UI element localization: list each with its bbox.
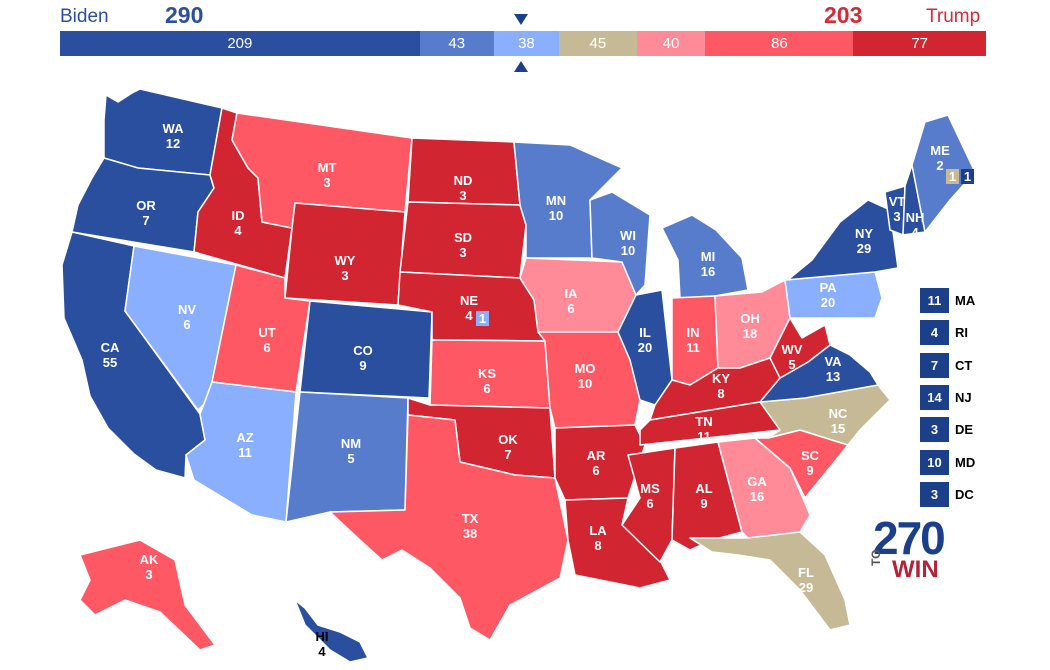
electoral-vote-bar: 209 43 38 45 40 86 77 xyxy=(60,31,986,56)
small-state-ev-box[interactable]: 3 xyxy=(920,481,949,507)
ne-district-2-box[interactable] xyxy=(476,311,489,326)
dem-candidate-name: Biden xyxy=(60,6,109,27)
me-district-1-box[interactable] xyxy=(961,169,974,184)
small-state-ev-box[interactable]: 4 xyxy=(920,320,949,346)
majority-marker-up-icon xyxy=(514,61,528,72)
small-state-abbr: DE xyxy=(955,422,974,438)
small-state-ev-box[interactable]: 10 xyxy=(920,449,949,475)
small-state-row-dc[interactable]: 3 DC xyxy=(920,481,974,507)
state-il[interactable] xyxy=(617,289,673,406)
small-state-abbr: RI xyxy=(955,325,968,341)
state-mi[interactable] xyxy=(661,214,749,299)
logo-win: WIN xyxy=(892,556,939,583)
small-state-ev-box[interactable]: 14 xyxy=(920,384,949,410)
state-az[interactable] xyxy=(185,381,297,523)
state-fl[interactable] xyxy=(689,531,851,631)
me-district-2-box[interactable] xyxy=(946,169,959,184)
state-me[interactable] xyxy=(911,114,976,233)
small-state-row-ma[interactable]: 11 MA xyxy=(920,288,975,313)
state-wy[interactable] xyxy=(284,202,406,306)
logo-to: TO xyxy=(869,549,883,566)
state-wa[interactable] xyxy=(103,88,223,176)
small-state-ev-box[interactable]: 3 xyxy=(920,417,949,443)
bar-segment-lean-d: 43 xyxy=(419,31,494,56)
state-sd[interactable] xyxy=(399,201,527,279)
small-state-abbr: NJ xyxy=(955,389,972,405)
small-state-abbr: CT xyxy=(955,357,973,373)
state-ev-hi: 4 xyxy=(318,644,326,659)
small-state-ev-box[interactable]: 7 xyxy=(920,352,949,378)
small-state-row-nj[interactable]: 14 NJ xyxy=(920,384,972,410)
state-la[interactable] xyxy=(564,497,671,589)
bar-segment-tilt-r: 40 xyxy=(636,31,706,56)
state-wi[interactable] xyxy=(589,191,651,296)
small-state-row-md[interactable]: 10 MD xyxy=(920,449,976,475)
bar-segment-likely-d: 209 xyxy=(60,31,420,56)
rep-electoral-total: 203 xyxy=(824,2,863,28)
state-ks[interactable] xyxy=(429,339,551,409)
small-state-ev-box[interactable]: 11 xyxy=(920,288,949,313)
logo-270[interactable]: 270 xyxy=(873,512,946,564)
state-ak[interactable] xyxy=(79,539,216,651)
state-co[interactable] xyxy=(299,300,433,399)
small-state-abbr: MD xyxy=(955,454,976,470)
small-state-row-ct[interactable]: 7 CT xyxy=(920,352,973,378)
majority-marker-down-icon xyxy=(514,14,528,25)
state-ia[interactable] xyxy=(519,257,637,333)
state-hi[interactable] xyxy=(294,599,369,663)
state-tx[interactable] xyxy=(329,414,569,641)
bar-segment-likely-r: 77 xyxy=(853,31,986,56)
state-nm[interactable] xyxy=(285,391,409,523)
rep-candidate-name: Trump xyxy=(926,6,981,27)
small-state-abbr: MA xyxy=(955,293,976,308)
bar-segment-tilt-d: 38 xyxy=(493,31,560,56)
state-ny[interactable] xyxy=(784,199,899,281)
small-state-abbr: DC xyxy=(955,486,974,502)
small-state-row-ri[interactable]: 4 RI xyxy=(920,320,968,346)
state-wv[interactable] xyxy=(769,317,831,379)
bar-segment-tossup: 45 xyxy=(559,31,637,56)
dem-electoral-total: 290 xyxy=(165,2,204,28)
bar-segment-lean-r: 86 xyxy=(705,31,854,56)
state-mt[interactable] xyxy=(231,112,413,229)
state-nd[interactable] xyxy=(407,137,521,206)
small-state-row-de[interactable]: 3 DE xyxy=(920,417,974,443)
